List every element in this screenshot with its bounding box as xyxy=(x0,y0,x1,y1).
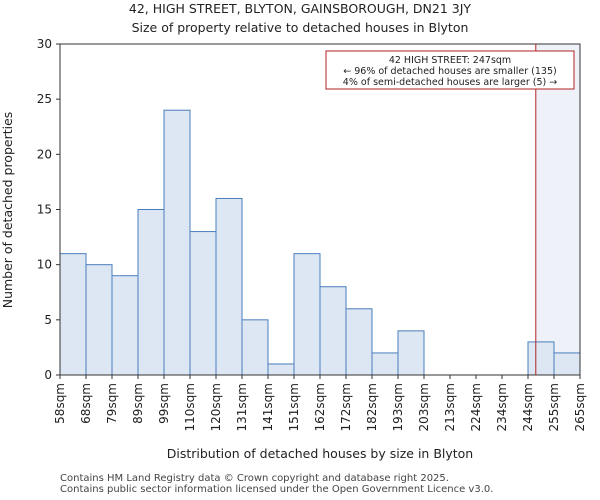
x-tick-label: 162sqm xyxy=(313,383,327,431)
x-tick-label: 213sqm xyxy=(443,383,457,431)
bar-110sqm xyxy=(189,231,217,376)
x-tick-label: 79sqm xyxy=(105,383,119,424)
x-tick-label: 151sqm xyxy=(287,383,301,431)
x-tick-label: 99sqm xyxy=(157,383,171,424)
y-axis-label: Number of detached properties xyxy=(0,112,15,309)
annotation-line-2: ← 96% of detached houses are smaller (13… xyxy=(343,66,556,77)
bar-151sqm xyxy=(293,253,321,376)
x-tick-label: 244sqm xyxy=(521,383,535,431)
y-axis-ticks: 0 5 10 15 20 25 30 xyxy=(37,37,60,382)
x-tick-label: 58sqm xyxy=(53,383,67,424)
x-tick-label: 68sqm xyxy=(79,383,93,424)
x-tick-label: 234sqm xyxy=(495,383,509,431)
bar-182sqm xyxy=(371,352,399,376)
y-tick-label: 10 xyxy=(37,258,52,272)
x-tick-label: 182sqm xyxy=(365,383,379,431)
footer-licence: Contains public sector information licen… xyxy=(60,484,494,495)
y-tick-label: 30 xyxy=(37,37,52,51)
bar-162sqm xyxy=(319,286,347,376)
x-tick-label: 89sqm xyxy=(131,383,145,424)
x-tick-label: 265sqm xyxy=(573,383,587,431)
y-tick-label: 25 xyxy=(37,92,52,106)
x-tick-label: 224sqm xyxy=(469,383,483,431)
x-tick-label: 193sqm xyxy=(391,383,405,431)
x-tick-label: 120sqm xyxy=(209,383,223,431)
bar-193sqm xyxy=(397,330,425,376)
annotation-line-1: 42 HIGH STREET: 247sqm xyxy=(389,55,511,66)
bar-58sqm xyxy=(59,253,87,376)
bar-120sqm xyxy=(215,197,243,376)
x-axis-ticks: 58sqm 68sqm 79sqm 89sqm 99sqm 110sqm 120sqm 131… xyxy=(53,375,587,431)
annotation-line-3: 4% of semi-detached houses are larger (5… xyxy=(343,77,557,88)
bar-172sqm xyxy=(345,308,373,376)
grid xyxy=(535,44,580,375)
x-tick-label: 172sqm xyxy=(339,383,353,431)
y-tick-label: 20 xyxy=(37,147,52,161)
bar-79sqm xyxy=(111,275,139,376)
bar-89sqm xyxy=(137,209,165,376)
x-tick-label: 110sqm xyxy=(183,383,197,431)
chart-subtitle: Size of property relative to detached ho… xyxy=(132,20,469,35)
larger-region-shade xyxy=(535,44,580,375)
x-axis-label: Distribution of detached houses by size … xyxy=(167,446,473,461)
bar-68sqm xyxy=(85,264,113,376)
bar-131sqm xyxy=(241,319,269,376)
bar-99sqm xyxy=(163,109,191,376)
annotation-frame xyxy=(325,50,575,90)
x-tick-label: 203sqm xyxy=(417,383,431,431)
x-tick-label: 141sqm xyxy=(261,383,275,431)
y-tick-label: 15 xyxy=(37,203,52,217)
y-tick-label: 0 xyxy=(44,368,52,382)
annotation-box: 42 HIGH STREET: 247sqm ← 96% of detached… xyxy=(325,50,575,90)
bar-141sqm xyxy=(267,363,295,376)
x-tick-label: 255sqm xyxy=(547,383,561,431)
chart-title: 42, HIGH STREET, BLYTON, GAINSBOROUGH, D… xyxy=(129,1,472,16)
footer-copyright: Contains HM Land Registry data © Crown c… xyxy=(60,473,449,484)
bar-244sqm xyxy=(527,341,555,376)
bars xyxy=(59,109,581,376)
x-tick-label: 131sqm xyxy=(235,383,249,431)
bar-255sqm xyxy=(553,352,581,376)
y-tick-label: 5 xyxy=(44,313,52,327)
